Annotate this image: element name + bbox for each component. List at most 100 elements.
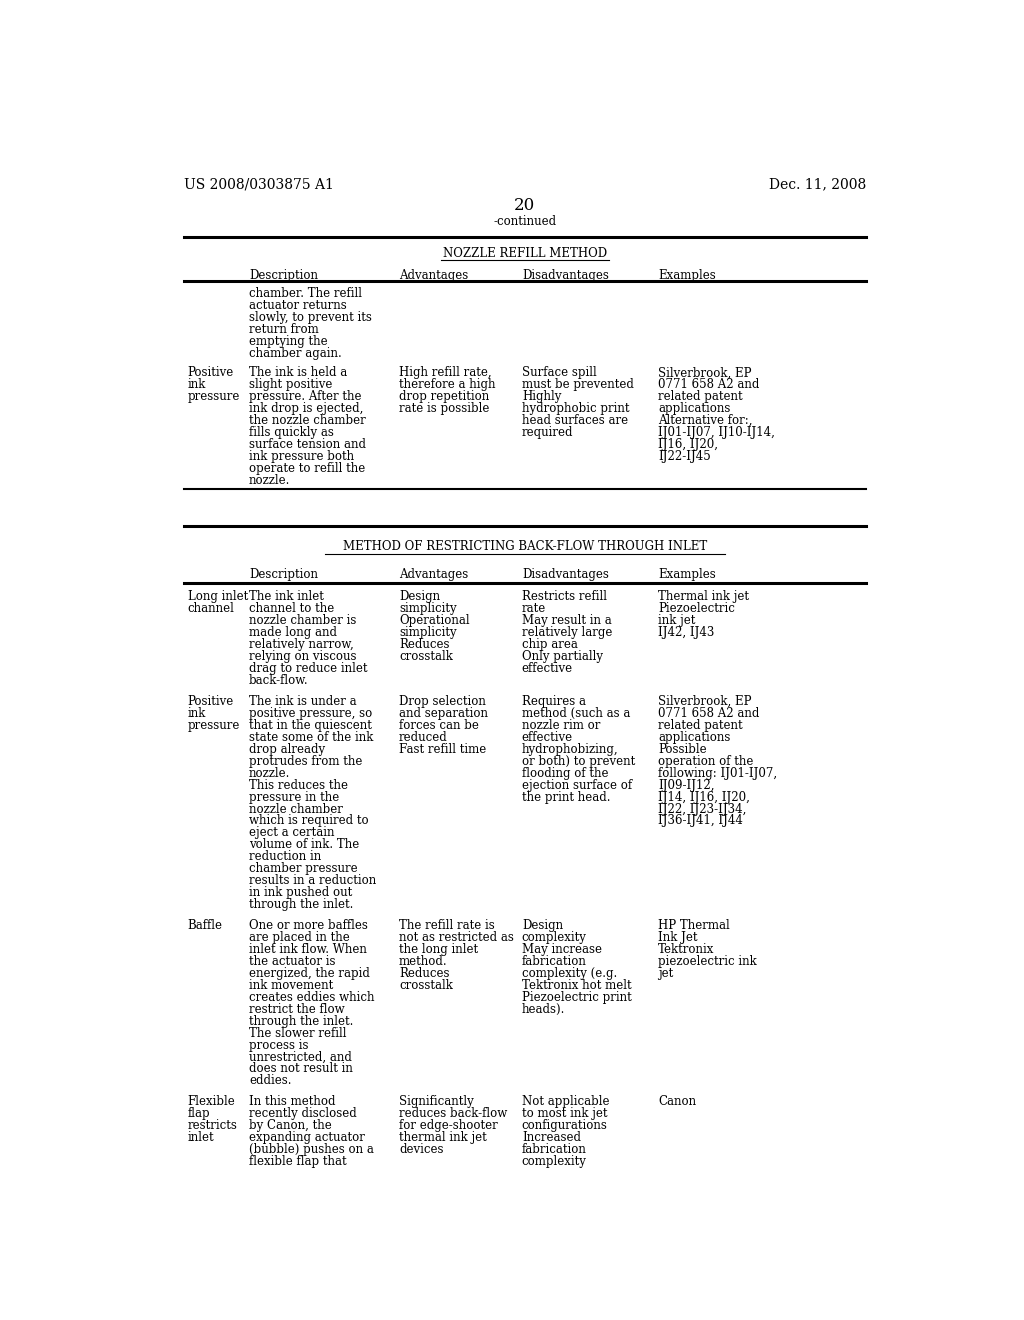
Text: Highly: Highly [522, 391, 561, 403]
Text: piezoelectric ink: piezoelectric ink [658, 954, 757, 968]
Text: rate is possible: rate is possible [399, 403, 489, 414]
Text: Description: Description [249, 568, 318, 581]
Text: Piezoelectric: Piezoelectric [658, 602, 735, 615]
Text: the actuator is: the actuator is [249, 954, 336, 968]
Text: volume of ink. The: volume of ink. The [249, 838, 359, 851]
Text: IJ16, IJ20,: IJ16, IJ20, [658, 438, 718, 451]
Text: Positive: Positive [187, 367, 233, 379]
Text: through the inlet.: through the inlet. [249, 1015, 353, 1028]
Text: Dec. 11, 2008: Dec. 11, 2008 [769, 178, 866, 191]
Text: back-flow.: back-flow. [249, 675, 308, 686]
Text: nozzle chamber is: nozzle chamber is [249, 614, 356, 627]
Text: nozzle.: nozzle. [249, 767, 291, 780]
Text: fabrication: fabrication [522, 954, 587, 968]
Text: pressure in the: pressure in the [249, 791, 339, 804]
Text: Positive: Positive [187, 696, 233, 708]
Text: must be prevented: must be prevented [522, 379, 634, 391]
Text: NOZZLE REFILL METHOD: NOZZLE REFILL METHOD [442, 247, 607, 260]
Text: nozzle.: nozzle. [249, 474, 291, 487]
Text: Disadvantages: Disadvantages [522, 269, 608, 282]
Text: relying on viscous: relying on viscous [249, 649, 356, 663]
Text: flooding of the: flooding of the [522, 767, 608, 780]
Text: channel to the: channel to the [249, 602, 334, 615]
Text: made long and: made long and [249, 626, 337, 639]
Text: complexity: complexity [522, 1155, 587, 1168]
Text: rate: rate [522, 602, 546, 615]
Text: method (such as a: method (such as a [522, 708, 630, 719]
Text: following: IJ01-IJ07,: following: IJ01-IJ07, [658, 767, 777, 780]
Text: Design: Design [522, 919, 563, 932]
Text: Only partially: Only partially [522, 649, 603, 663]
Text: eject a certain: eject a certain [249, 826, 335, 840]
Text: Baffle: Baffle [187, 919, 222, 932]
Text: slowly, to prevent its: slowly, to prevent its [249, 312, 372, 323]
Text: 0771 658 A2 and: 0771 658 A2 and [658, 708, 760, 719]
Text: fabrication: fabrication [522, 1143, 587, 1156]
Text: IJ14, IJ16, IJ20,: IJ14, IJ16, IJ20, [658, 791, 751, 804]
Text: Surface spill: Surface spill [522, 367, 597, 379]
Text: chamber pressure: chamber pressure [249, 862, 357, 875]
Text: May result in a: May result in a [522, 614, 611, 627]
Text: effective: effective [522, 731, 573, 744]
Text: ink: ink [187, 708, 206, 719]
Text: Possible: Possible [658, 743, 707, 756]
Text: ejection surface of: ejection surface of [522, 779, 632, 792]
Text: In this method: In this method [249, 1096, 336, 1109]
Text: Design: Design [399, 590, 440, 603]
Text: protrudes from the: protrudes from the [249, 755, 362, 768]
Text: Increased: Increased [522, 1131, 581, 1144]
Text: reduces back-flow: reduces back-flow [399, 1107, 507, 1121]
Text: does not result in: does not result in [249, 1063, 353, 1076]
Text: flexible flap that: flexible flap that [249, 1155, 347, 1168]
Text: expanding actuator: expanding actuator [249, 1131, 365, 1144]
Text: ink pressure both: ink pressure both [249, 450, 354, 463]
Text: Requires a: Requires a [522, 696, 586, 708]
Text: chamber. The refill: chamber. The refill [249, 286, 362, 300]
Text: configurations: configurations [522, 1119, 607, 1133]
Text: devices: devices [399, 1143, 443, 1156]
Text: thermal ink jet: thermal ink jet [399, 1131, 486, 1144]
Text: heads).: heads). [522, 1003, 565, 1015]
Text: operate to refill the: operate to refill the [249, 462, 366, 475]
Text: relatively large: relatively large [522, 626, 612, 639]
Text: to most ink jet: to most ink jet [522, 1107, 607, 1121]
Text: relatively narrow,: relatively narrow, [249, 638, 354, 651]
Text: hydrophobic print: hydrophobic print [522, 403, 630, 414]
Text: pressure. After the: pressure. After the [249, 391, 361, 403]
Text: ink movement: ink movement [249, 979, 333, 991]
Text: method.: method. [399, 954, 447, 968]
Text: energized, the rapid: energized, the rapid [249, 966, 370, 979]
Text: simplicity: simplicity [399, 626, 457, 639]
Text: process is: process is [249, 1039, 308, 1052]
Text: nozzle rim or: nozzle rim or [522, 719, 600, 733]
Text: or both) to prevent: or both) to prevent [522, 755, 635, 768]
Text: The slower refill: The slower refill [249, 1027, 346, 1040]
Text: Fast refill time: Fast refill time [399, 743, 486, 756]
Text: creates eddies which: creates eddies which [249, 991, 375, 1003]
Text: nozzle chamber: nozzle chamber [249, 803, 343, 816]
Text: IJ42, IJ43: IJ42, IJ43 [658, 626, 715, 639]
Text: Disadvantages: Disadvantages [522, 568, 608, 581]
Text: surface tension and: surface tension and [249, 438, 366, 451]
Text: Advantages: Advantages [399, 269, 468, 282]
Text: slight positive: slight positive [249, 379, 333, 391]
Text: Flexible: Flexible [187, 1096, 236, 1109]
Text: reduced: reduced [399, 731, 447, 744]
Text: head surfaces are: head surfaces are [522, 414, 628, 428]
Text: 20: 20 [514, 197, 536, 214]
Text: return from: return from [249, 323, 318, 335]
Text: state some of the ink: state some of the ink [249, 731, 374, 744]
Text: in ink pushed out: in ink pushed out [249, 886, 352, 899]
Text: Long inlet: Long inlet [187, 590, 248, 603]
Text: The ink is under a: The ink is under a [249, 696, 356, 708]
Text: Not applicable: Not applicable [522, 1096, 609, 1109]
Text: reduction in: reduction in [249, 850, 322, 863]
Text: unrestricted, and: unrestricted, and [249, 1051, 352, 1064]
Text: restricts: restricts [187, 1119, 238, 1133]
Text: drag to reduce inlet: drag to reduce inlet [249, 663, 368, 675]
Text: applications: applications [658, 403, 731, 414]
Text: therefore a high: therefore a high [399, 379, 496, 391]
Text: This reduces the: This reduces the [249, 779, 348, 792]
Text: HP Thermal: HP Thermal [658, 919, 730, 932]
Text: Drop selection: Drop selection [399, 696, 486, 708]
